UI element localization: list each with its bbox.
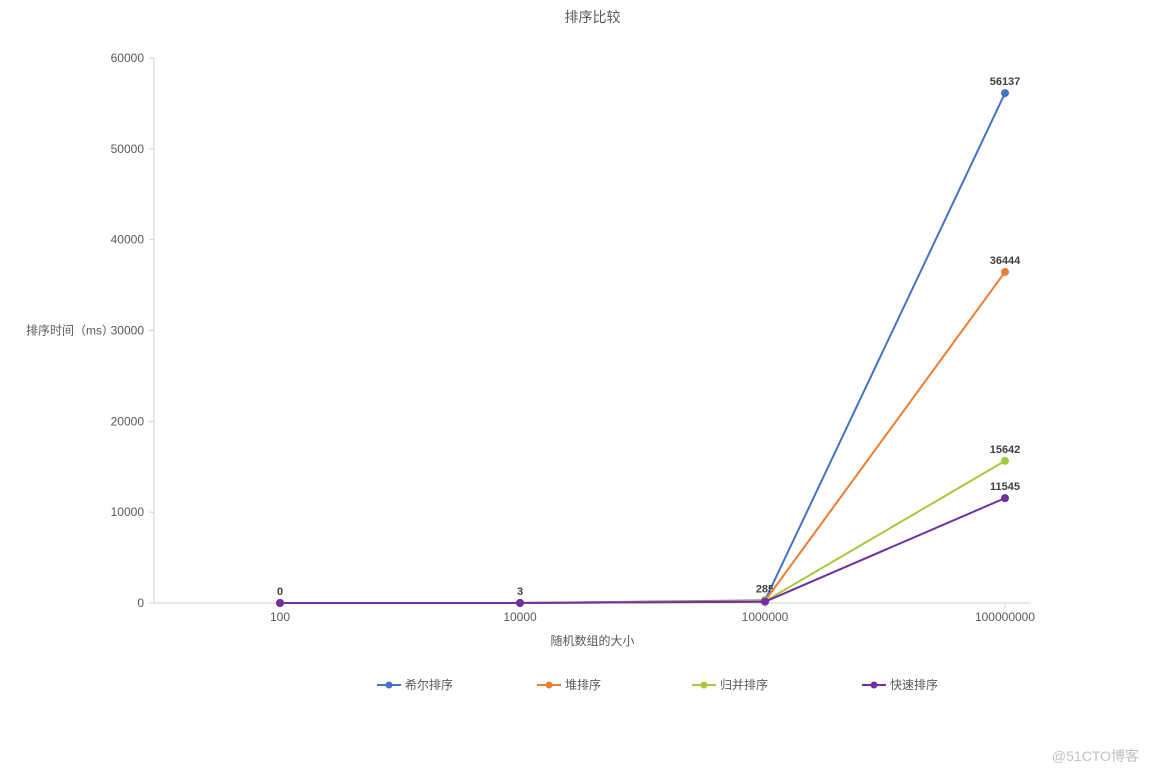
series-marker bbox=[1002, 268, 1009, 275]
data-label: 0 bbox=[277, 586, 283, 598]
data-label: 11545 bbox=[990, 481, 1020, 493]
y-tick-label: 20000 bbox=[111, 414, 145, 428]
series-marker bbox=[1002, 457, 1009, 464]
y-tick-label: 60000 bbox=[111, 51, 145, 65]
legend-marker-3 bbox=[871, 682, 878, 689]
legend-label-2: 归并排序 bbox=[720, 677, 768, 692]
x-axis-title: 随机数组的大小 bbox=[550, 633, 634, 648]
series-marker bbox=[1002, 495, 1009, 502]
legend-marker-2 bbox=[701, 682, 708, 689]
y-tick-label: 50000 bbox=[111, 142, 145, 156]
chart-title: 排序比较 bbox=[565, 9, 621, 25]
x-tick-label: 100000000 bbox=[975, 610, 1035, 624]
series-marker bbox=[1002, 90, 1009, 97]
legend-label-3: 快速排序 bbox=[890, 677, 938, 692]
x-tick-label: 1000000 bbox=[742, 610, 789, 624]
series-marker bbox=[762, 598, 769, 605]
y-axis-title: 排序时间（ms） bbox=[26, 323, 114, 338]
legend-marker-1 bbox=[546, 682, 553, 689]
y-tick-label: 0 bbox=[137, 596, 144, 610]
legend-marker-0 bbox=[386, 682, 393, 689]
y-tick-label: 10000 bbox=[111, 505, 145, 519]
data-label: 36444 bbox=[990, 255, 1021, 267]
legend-label-0: 希尔排序 bbox=[405, 677, 453, 692]
watermark-text: @51CTO博客 bbox=[1052, 746, 1139, 766]
sorting-comparison-chart: 排序比较 0 10000 20000 30000 40000 50000 60000 100 10… bbox=[0, 0, 1151, 774]
y-tick-label: 30000 bbox=[111, 324, 145, 338]
series-marker bbox=[277, 600, 284, 607]
series-marker bbox=[517, 599, 524, 606]
x-tick-label: 10000 bbox=[503, 610, 537, 624]
legend-label-1: 堆排序 bbox=[565, 677, 601, 692]
y-tick-label: 40000 bbox=[111, 233, 145, 247]
data-label: 3 bbox=[517, 586, 523, 598]
series-line-2 bbox=[280, 461, 1005, 603]
series-line-0 bbox=[280, 93, 1005, 603]
series-line-3 bbox=[280, 498, 1005, 603]
data-label: 15642 bbox=[990, 444, 1021, 456]
data-label: 56137 bbox=[990, 76, 1021, 88]
x-tick-label: 100 bbox=[270, 610, 290, 624]
